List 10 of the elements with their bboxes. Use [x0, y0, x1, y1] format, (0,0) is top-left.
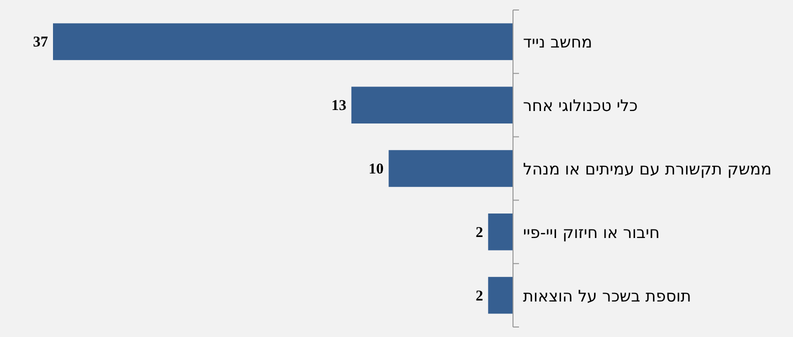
data-label: 2 [476, 288, 484, 304]
data-label: 2 [476, 224, 484, 241]
y-tick-label: ממשק תקשורת עם עמיתים או מנהל [523, 160, 772, 178]
data-label: 10 [368, 162, 384, 178]
y-tick-label: חיבור או חיזוק ויי-פיי [523, 222, 660, 242]
y-tick-label: כלי טכנולוגי אחר [523, 96, 638, 116]
data-label: 13 [331, 98, 346, 114]
y-tick-label: תוספת בשכר על הוצאות [523, 286, 692, 306]
y-tick-label: מחשב נייד [523, 32, 592, 52]
data-label: 37 [33, 34, 48, 51]
